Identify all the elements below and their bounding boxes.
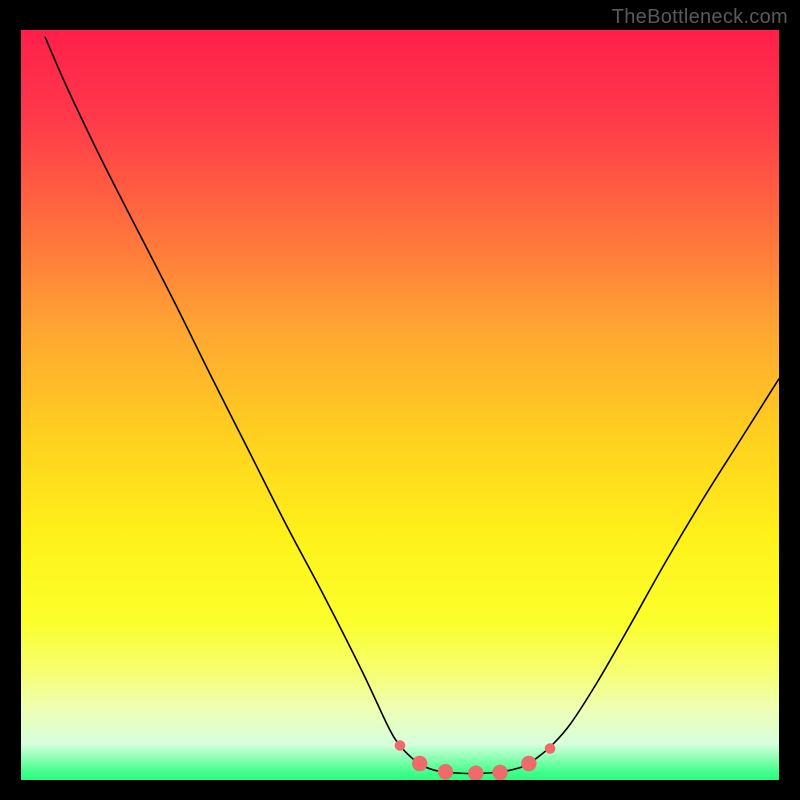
watermark-text: TheBottleneck.com — [612, 6, 788, 29]
curve-marker — [438, 765, 452, 779]
curve-marker — [522, 756, 536, 770]
curve-marker — [545, 744, 555, 754]
plot-area — [21, 30, 779, 780]
plot-background — [21, 30, 779, 780]
curve-marker — [395, 741, 405, 751]
chart-container: TheBottleneck.com — [0, 0, 800, 800]
chart-svg — [21, 30, 779, 780]
curve-marker — [469, 766, 483, 780]
curve-marker — [493, 765, 507, 779]
curve-marker — [413, 756, 427, 770]
